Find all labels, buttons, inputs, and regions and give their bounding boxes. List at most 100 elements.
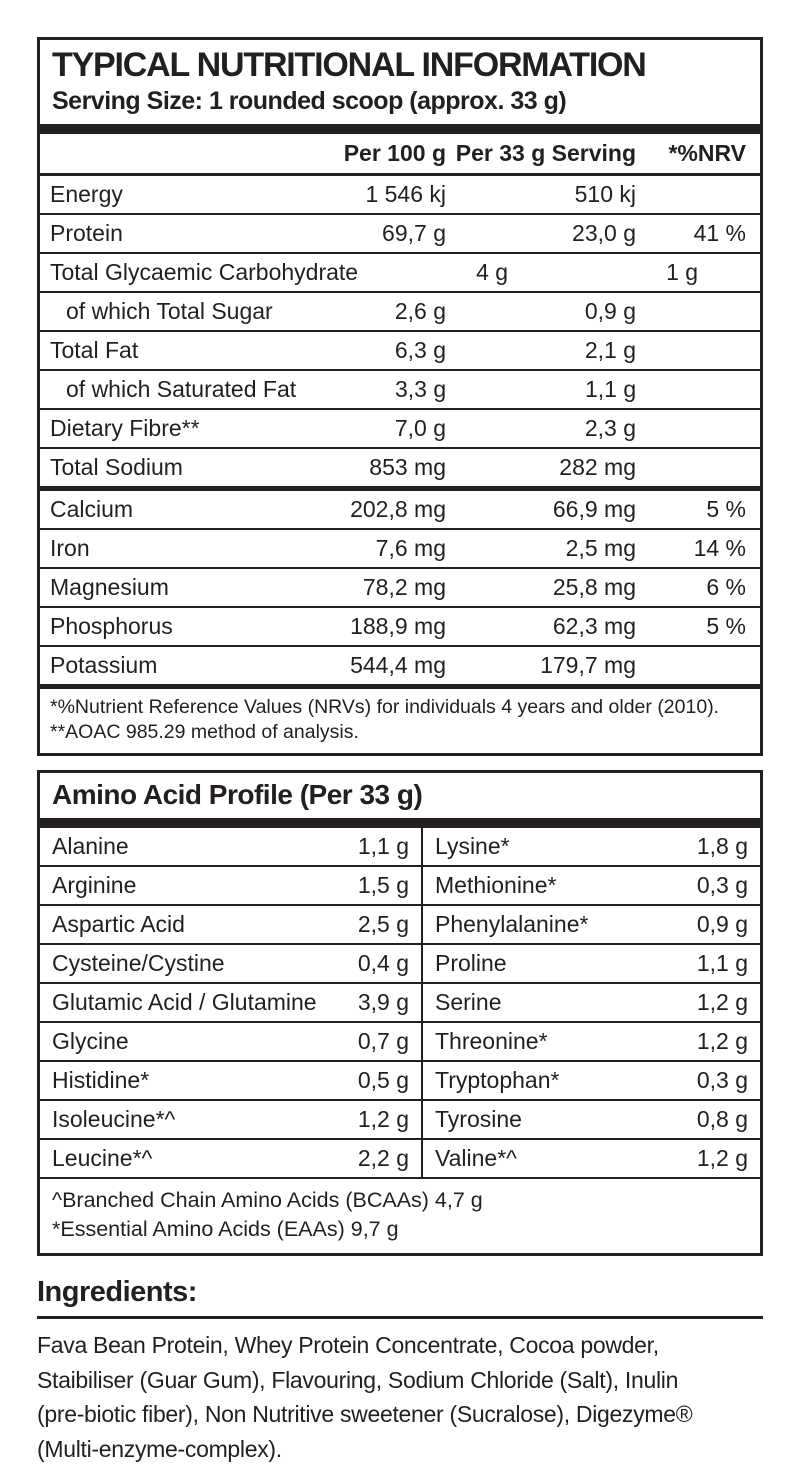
table-row-saturated-fat: of which Saturated Fat 3,3 g 1,1 g [40, 371, 760, 411]
nutrient-name: Calcium [50, 496, 134, 523]
serving-size: Serving Size: 1 rounded scoop (approx. 3… [52, 87, 567, 116]
divider-bar [40, 818, 760, 829]
amino-row: Cysteine/Cystine 0,4 g Proline 1,1 g [40, 945, 760, 985]
table-row-carbohydrate: Total Glycaemic Carbohydrate 4 g 1 g [40, 254, 760, 294]
nutrient-name: Iron [50, 535, 90, 562]
amino-name: Tyrosine [435, 1106, 522, 1133]
amino-name: Threonine* [435, 1028, 548, 1055]
value-nrv: 41 % [693, 220, 746, 247]
amino-name: Arginine [52, 872, 137, 899]
amino-name: Glutamic Acid / Glutamine [52, 989, 317, 1016]
value-per-100g: 6,3 g [394, 337, 446, 364]
value-nrv: 14 % [693, 535, 746, 562]
table-row-protein: Protein 69,7 g 23,0 g 41 % [40, 215, 760, 255]
table-row-calcium: Calcium 202,8 mg 66,9 mg 5 % [40, 491, 760, 531]
nutrient-name: Energy [50, 181, 123, 208]
amino-value: 0,9 g [696, 911, 748, 938]
nutrient-name: Total Sodium [50, 454, 183, 481]
value-per-serving: 25,8 mg [552, 574, 636, 601]
value-nrv [636, 416, 746, 441]
value-nrv: 6 % [706, 574, 746, 601]
column-header-row: Per 100 g Per 33 g Serving *%NRV [40, 134, 760, 177]
amino-row: Arginine 1,5 g Methionine* 0,3 g [40, 867, 760, 907]
value-nrv [636, 182, 746, 207]
amino-name: Proline [435, 950, 507, 977]
eaa-note: *Essential Amino Acids (EAAs) 9,7 g [52, 1217, 399, 1242]
nutrient-name: Total Fat [50, 337, 139, 364]
value-nrv: 5 % [706, 496, 746, 523]
value-per-100g: 202,8 mg [350, 496, 446, 523]
nrv-note: *%Nutrient Reference Values (NRVs) for i… [50, 696, 720, 719]
value-per-serving: 23,0 g [572, 220, 636, 247]
amino-value: 1,2 g [696, 989, 748, 1016]
amino-name: Valine*^ [435, 1145, 517, 1172]
panel-title: TYPICAL NUTRITIONAL INFORMATION [52, 46, 647, 84]
amino-value: 0,3 g [696, 872, 748, 899]
value-nrv: 5 % [706, 613, 746, 640]
amino-value: 1,2 g [696, 1145, 748, 1172]
amino-value: 1,5 g [357, 872, 409, 899]
ingredients-line: Fava Bean Protein, Whey Protein Concentr… [37, 1332, 659, 1359]
ingredients-text: Fava Bean Protein, Whey Protein Concentr… [37, 1328, 763, 1466]
nutrition-panel: TYPICAL NUTRITIONAL INFORMATION Serving … [37, 37, 763, 757]
table-row-energy: Energy 1 546 kj 510 kj [40, 176, 760, 216]
amino-value: 1,1 g [696, 950, 748, 977]
table-row-total-fat: Total Fat 6,3 g 2,1 g [40, 332, 760, 372]
amino-panel-header: Amino Acid Profile (Per 33 g) [40, 773, 760, 818]
table-row-total-sodium: Total Sodium 853 mg 282 mg [40, 449, 760, 492]
amino-value: 0,3 g [696, 1067, 748, 1094]
amino-name: Methionine* [435, 872, 557, 899]
value-per-serving: 1,1 g [584, 376, 637, 403]
ingredients-line: (pre-biotic fiber), Non Nutritive sweete… [37, 1401, 693, 1428]
nutrition-label-page: TYPICAL NUTRITIONAL INFORMATION Serving … [37, 37, 763, 1462]
value-per-100g: 7,6 mg [375, 535, 446, 562]
amino-row: Alanine 1,1 g Lysine* 1,8 g [40, 828, 760, 868]
column-header-nrv: *%NRV [668, 140, 746, 167]
value-per-100g: 188,9 mg [350, 613, 446, 640]
value-per-serving: 179,7 mg [540, 652, 636, 679]
amino-value: 1,2 g [696, 1028, 748, 1055]
amino-name: Cysteine/Cystine [52, 950, 225, 977]
amino-name: Aspartic Acid [52, 911, 185, 938]
value-per-serving: 2,5 mg [565, 535, 636, 562]
amino-value: 3,9 g [357, 989, 409, 1016]
column-header-per-serving: Per 33 g Serving [455, 140, 636, 167]
amino-row: Isoleucine*^ 1,2 g Tyrosine 0,8 g [40, 1101, 760, 1141]
amino-name: Leucine*^ [52, 1145, 153, 1172]
ingredients-line: Staibiliser (Guar Gum), Flavouring, Sodi… [37, 1366, 679, 1393]
value-nrv [636, 299, 746, 324]
nutrient-name: Total Glycaemic Carbohydrate [50, 259, 359, 286]
value-per-serving: 510 kj [574, 181, 636, 208]
value-per-100g: 853 mg [369, 454, 446, 481]
column-header-per100: Per 100 g [343, 140, 446, 167]
amino-value: 0,4 g [357, 950, 409, 977]
amino-footnotes: ^Branched Chain Amino Acids (BCAAs) 4,7 … [40, 1179, 760, 1253]
table-row-iron: Iron 7,6 mg 2,5 mg 14 % [40, 530, 760, 570]
value-per-100g: 4 g [476, 259, 509, 286]
value-per-100g: 78,2 mg [362, 574, 446, 601]
ingredients-heading: Ingredients: [37, 1276, 197, 1309]
nutrition-panel-header: TYPICAL NUTRITIONAL INFORMATION Serving … [40, 40, 760, 124]
ingredients-section: Ingredients: Fava Bean Protein, Whey Pro… [37, 1276, 763, 1466]
amino-row: Glutamic Acid / Glutamine 3,9 g Serine 1,2… [40, 984, 760, 1024]
value-nrv [636, 377, 746, 402]
value-per-serving: 2,3 g [584, 415, 636, 442]
table-row-total-sugar: of which Total Sugar 2,6 g 0,9 g [40, 293, 760, 333]
value-per-100g: 1 546 kj [365, 181, 446, 208]
amino-value: 1,1 g [357, 833, 409, 860]
value-nrv [636, 338, 746, 363]
amino-value: 1,2 g [357, 1106, 409, 1133]
column-header-spacer [50, 141, 296, 166]
value-per-serving: 62,3 mg [552, 613, 636, 640]
table-row-phosphorus: Phosphorus 188,9 mg 62,3 mg 5 % [40, 608, 760, 648]
value-nrv [636, 455, 746, 480]
aoac-note: **AOAC 985.29 method of analysis. [50, 721, 359, 744]
amino-title: Amino Acid Profile (Per 33 g) [52, 779, 423, 811]
amino-row: Leucine*^ 2,2 g Valine*^ 1,2 g [40, 1140, 760, 1180]
divider-bar [40, 124, 760, 135]
amino-name: Histidine* [52, 1067, 150, 1094]
amino-name: Isoleucine*^ [52, 1106, 176, 1133]
nutrient-name: Magnesium [50, 574, 169, 601]
nutrient-name: of which Total Sugar [66, 298, 273, 325]
nrv-footnotes: *%Nutrient Reference Values (NRVs) for i… [40, 689, 760, 753]
